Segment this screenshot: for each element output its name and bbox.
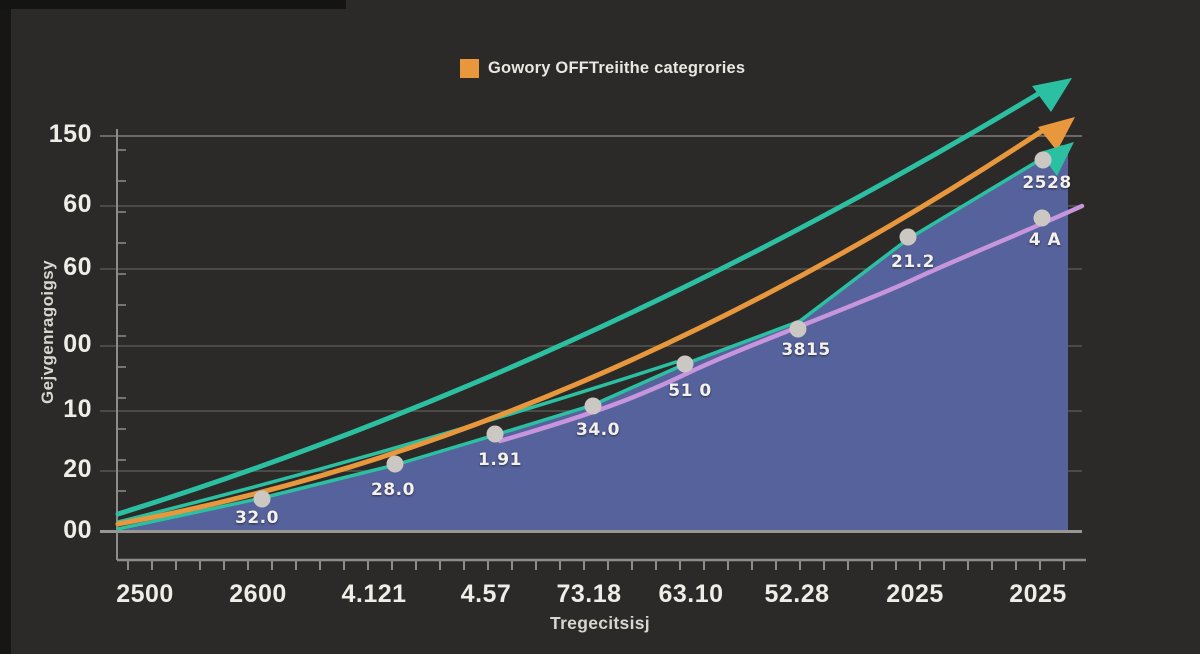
line-series-teal-lower: [116, 145, 1064, 531]
point-value-label: 51 0: [668, 381, 712, 401]
data-point-marker: [789, 320, 807, 338]
point-value-label: 28.0: [371, 480, 415, 500]
left-edge-vignette: [0, 0, 11, 654]
axis-tick-marks: [117, 149, 1065, 570]
data-point-marker: [584, 397, 602, 415]
x-tick-label: 2025: [1009, 580, 1067, 608]
point-value-label: 32.0: [235, 508, 279, 528]
x-tick-label: 4.121: [341, 580, 407, 608]
x-tick-label: 2600: [229, 580, 287, 608]
y-tick-label: 60: [63, 253, 92, 281]
data-point-marker: [676, 355, 694, 373]
x-tick-label: 73.18: [556, 580, 622, 608]
data-point-marker: [899, 228, 917, 246]
top-edge-vignette: [0, 0, 346, 9]
point-value-label: 3815: [781, 340, 831, 360]
data-point-marker: [1033, 209, 1051, 227]
point-value-label: 4 A: [1028, 230, 1062, 250]
y-tick-label: 00: [63, 330, 92, 358]
x-tick-label: 2500: [116, 580, 174, 608]
data-point-marker: [1034, 151, 1052, 169]
y-tick-label: 10: [63, 395, 92, 423]
arrowhead-orange-icon: [1038, 117, 1075, 151]
data-point-marker: [253, 490, 271, 508]
arrowhead-teal-lower-icon: [1040, 142, 1074, 176]
point-value-label: 1.91: [478, 450, 522, 470]
data-point-marker: [386, 455, 404, 473]
x-tick-label: 63.10: [658, 580, 724, 608]
point-value-label: 34.0: [576, 420, 620, 440]
y-tick-label: 20: [63, 455, 92, 483]
legend: Gowory OFFTreiithe categrories: [460, 59, 745, 78]
x-axis-title: Tregecitsisj: [550, 613, 650, 633]
line-series-orange: [115, 128, 1045, 527]
data-point-markers: [253, 151, 1052, 508]
line-series-teal-strand: [116, 360, 678, 524]
line-series-purple: [497, 203, 1085, 444]
x-tick-label: 52.28: [764, 580, 830, 608]
arrowhead-teal-upper-icon: [1032, 78, 1072, 112]
y-tick-label: 60: [63, 190, 92, 218]
area-series: [118, 145, 1068, 531]
data-point-marker: [486, 425, 504, 443]
y-tick-label: 00: [63, 516, 92, 544]
legend-label: Gowory OFFTreiithe categrories: [488, 59, 746, 77]
x-tick-label: 2025: [886, 580, 944, 608]
x-tick-label: 4.57: [460, 580, 512, 608]
legend-swatch-icon: [460, 59, 479, 78]
y-tick-label: 150: [48, 120, 92, 148]
point-value-label: 21.2: [891, 252, 935, 272]
line-series-teal-upper: [115, 91, 1041, 517]
point-value-label: 2528: [1022, 173, 1072, 193]
